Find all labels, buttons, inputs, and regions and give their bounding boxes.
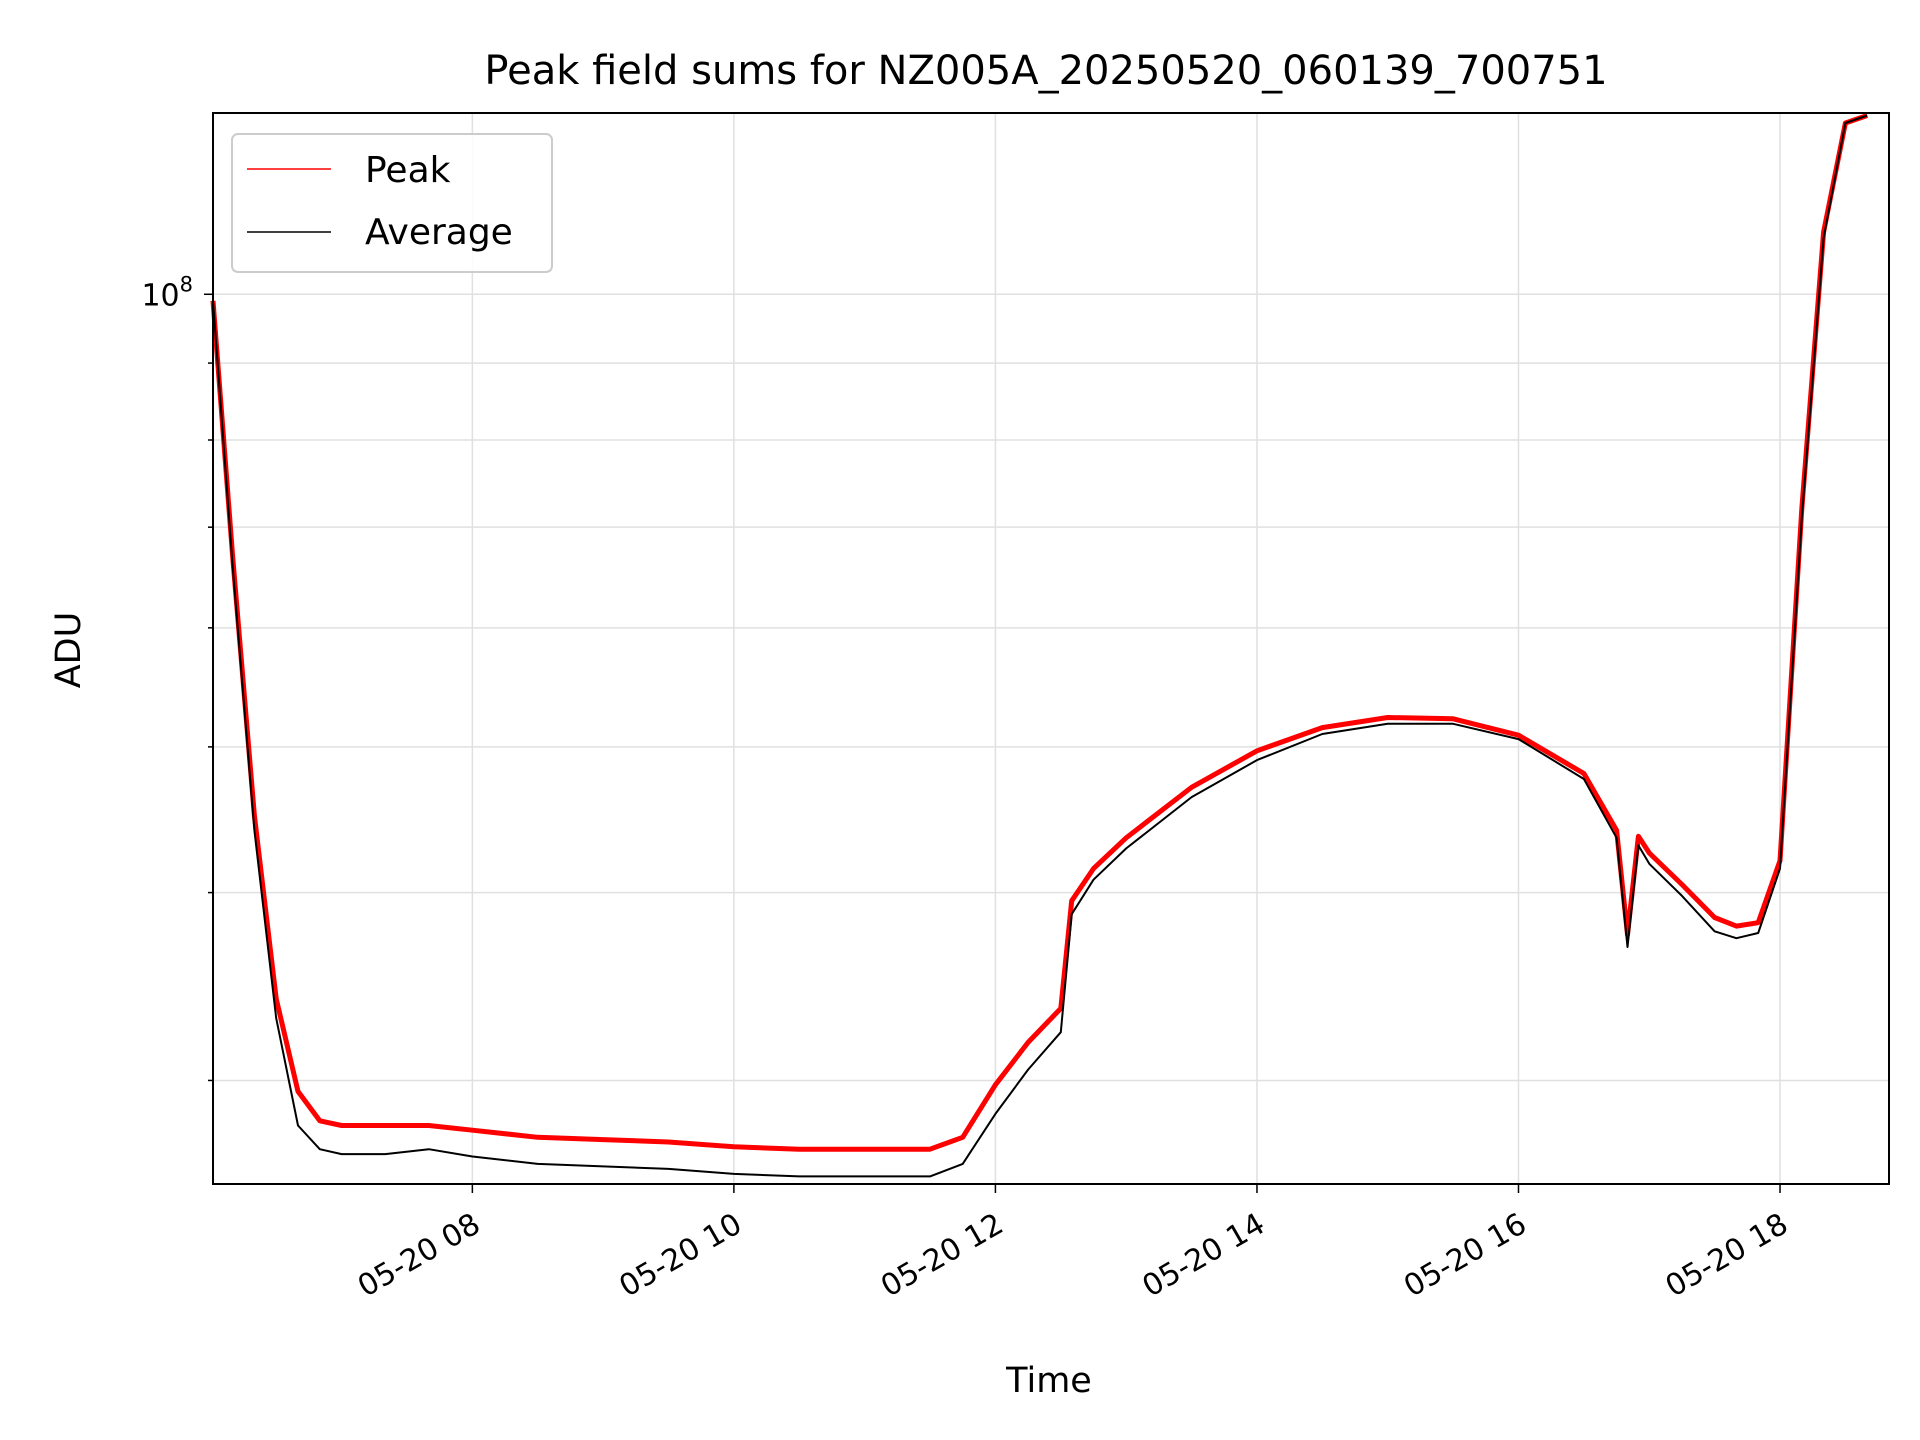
x-axis-label: Time bbox=[1005, 1361, 1092, 1401]
legend-label-average: Average bbox=[365, 212, 513, 253]
series-line-average bbox=[212, 114, 1868, 1178]
plot-frame bbox=[212, 112, 1890, 1185]
grid-lines bbox=[213, 113, 1889, 1184]
legend: Peak Average bbox=[231, 133, 553, 273]
legend-label-peak: Peak bbox=[365, 150, 451, 191]
series-lines bbox=[210, 113, 1869, 1178]
y-axis-label: ADU bbox=[49, 612, 89, 689]
series-line-peak bbox=[210, 113, 1869, 1152]
chart-title: Peak field sums for NZ005A_20250520_0601… bbox=[484, 48, 1607, 94]
y-tick-label: 108 bbox=[141, 272, 193, 313]
